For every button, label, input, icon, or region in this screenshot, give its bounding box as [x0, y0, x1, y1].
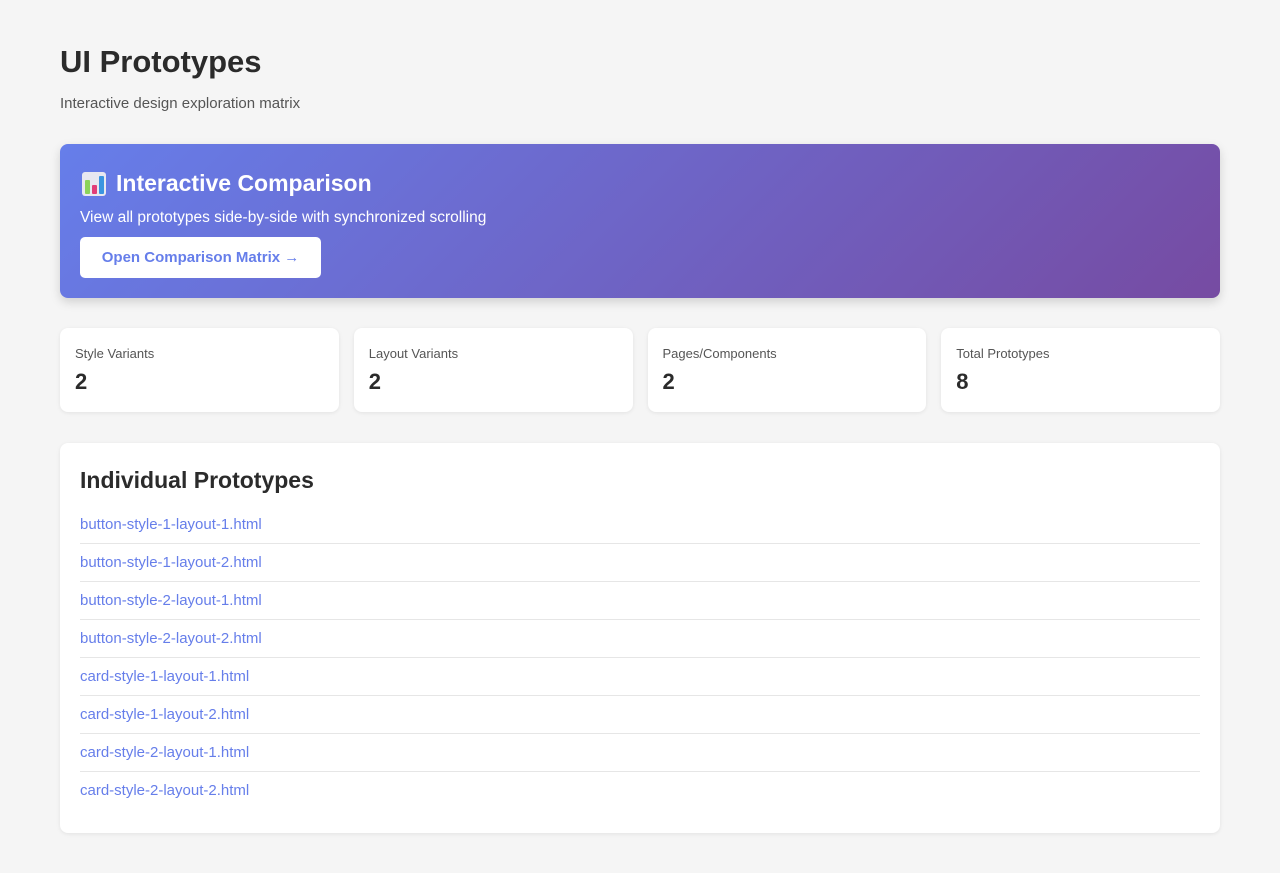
page-title: UI Prototypes [60, 44, 262, 79]
prototype-link[interactable]: button-style-2-layout-1.html [80, 592, 262, 609]
page-subtitle: Interactive design exploration matrix [60, 95, 301, 112]
stat-value: 8 [956, 369, 969, 394]
stats-row: Style Variants 2 Layout Variants 2 Pages/C… [60, 328, 1220, 412]
prototype-link[interactable]: card-style-2-layout-1.html [80, 744, 250, 761]
stat-card-layout-variants: Layout Variants 2 [353, 328, 633, 412]
prototype-link[interactable]: card-style-1-layout-1.html [80, 668, 250, 685]
list-item: button-style-2-layout-1.html [80, 582, 1200, 620]
list-item: card-style-2-layout-2.html [80, 772, 1200, 810]
stat-value: 2 [662, 369, 675, 394]
stat-value: 2 [75, 369, 88, 394]
stat-label: Layout Variants [368, 346, 459, 361]
banner-description: View all prototypes side-by-side with sy… [80, 209, 487, 226]
stat-label: Total Prototypes [956, 346, 1050, 361]
stat-card-pages-components: Pages/Components 2 [647, 328, 927, 412]
open-comparison-matrix-button[interactable]: Open Comparison Matrix → [80, 237, 321, 278]
prototype-link[interactable]: button-style-2-layout-2.html [80, 630, 262, 647]
banner-heading: Interactive Comparison [82, 170, 372, 197]
prototype-link[interactable]: card-style-1-layout-2.html [80, 706, 250, 723]
stat-value: 2 [368, 369, 381, 394]
prototype-link[interactable]: card-style-2-layout-2.html [80, 782, 250, 799]
prototypes-heading: Individual Prototypes [80, 467, 314, 493]
prototype-link[interactable]: button-style-1-layout-2.html [80, 554, 262, 571]
list-item: button-style-1-layout-2.html [80, 544, 1200, 582]
list-item: card-style-2-layout-1.html [80, 734, 1200, 772]
stat-card-total-prototypes: Total Prototypes 8 [941, 328, 1220, 412]
bar-chart-icon [82, 171, 106, 196]
list-item: button-style-2-layout-2.html [80, 620, 1200, 658]
prototype-link[interactable]: button-style-1-layout-1.html [80, 516, 262, 533]
list-item: card-style-1-layout-2.html [80, 696, 1200, 734]
list-item: button-style-1-layout-1.html [80, 506, 1200, 544]
prototypes-list: Individual Prototypes button-style-1-lay… [60, 443, 1220, 833]
stat-card-style-variants: Style Variants 2 [60, 328, 339, 412]
banner-title: Interactive Comparison [116, 170, 372, 196]
comparison-banner: Interactive Comparison View all prototyp… [60, 144, 1220, 298]
list-item: card-style-1-layout-1.html [80, 658, 1200, 696]
stat-label: Pages/Components [662, 346, 777, 361]
stat-label: Style Variants [75, 346, 155, 361]
